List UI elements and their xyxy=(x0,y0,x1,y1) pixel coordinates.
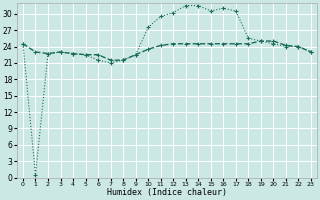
X-axis label: Humidex (Indice chaleur): Humidex (Indice chaleur) xyxy=(107,188,227,197)
